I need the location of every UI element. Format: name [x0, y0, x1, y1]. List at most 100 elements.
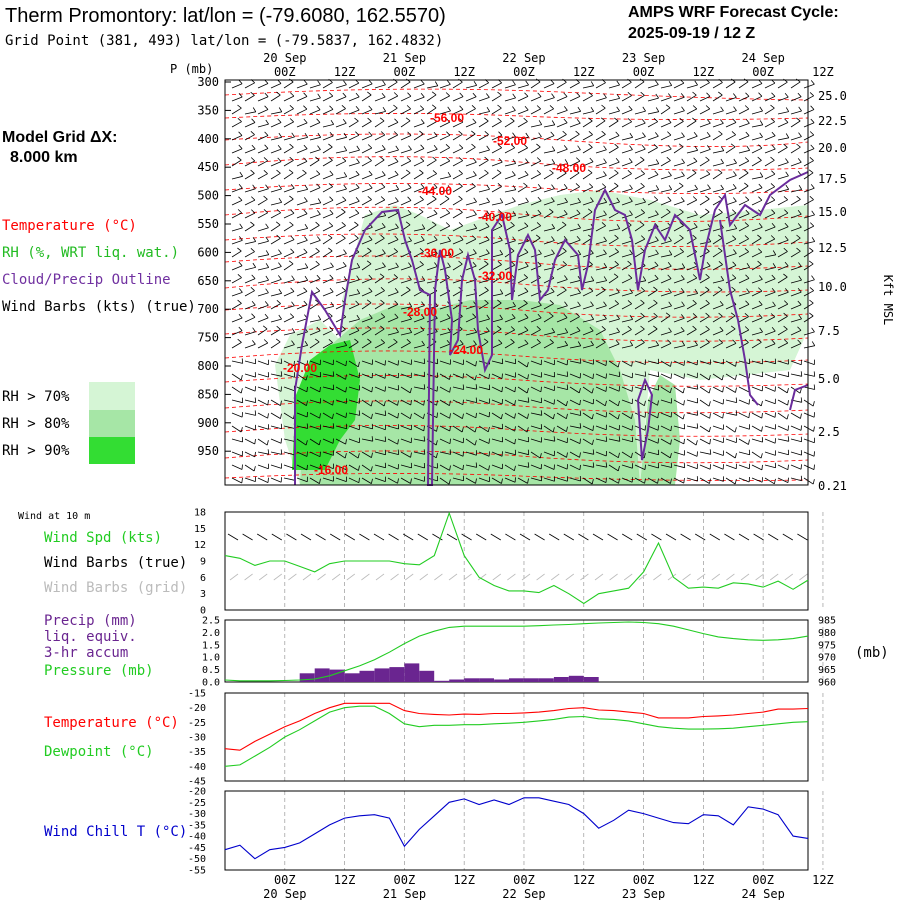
wind-barb-flag — [667, 274, 672, 279]
wind-barb-flag — [616, 314, 620, 320]
wind-barb-flag — [472, 92, 477, 98]
wind-barb-flag — [629, 341, 634, 346]
wind-barb-flag — [449, 374, 451, 380]
wind-barb-flag — [473, 197, 477, 203]
wind-barb-flag — [680, 288, 685, 293]
surface-barb-grid — [726, 573, 735, 581]
wind-barb-flag — [797, 288, 802, 293]
wind-barb-staff — [452, 263, 463, 271]
wind-barb-staff — [621, 201, 633, 206]
wind-barb-staff — [400, 477, 411, 484]
wind-barb-staff — [634, 186, 645, 193]
surface-barb — [636, 533, 648, 541]
wind-barb-flag — [692, 105, 698, 110]
wind-barb-staff — [764, 330, 776, 336]
wind-barb-flag — [395, 262, 399, 268]
wind-barb-staff — [543, 291, 555, 297]
wind-barb-staff — [465, 133, 476, 141]
wind-barb-staff — [621, 240, 633, 245]
wind-barb-flag — [406, 286, 411, 291]
wind-barb-flag — [267, 449, 270, 455]
wind-barb-staff — [452, 477, 464, 482]
wind-barb-flag — [341, 208, 346, 213]
wind-barb-flag — [784, 261, 789, 267]
wind-barb-flag — [383, 401, 386, 407]
wind-barb-staff — [712, 360, 724, 365]
wind-barb-flag — [289, 221, 294, 226]
wind-barb-staff — [244, 122, 256, 128]
wind-barb-staff — [608, 201, 620, 206]
wind-barb-staff — [335, 253, 347, 258]
wind-barb-staff — [621, 109, 633, 115]
wind-barb-staff — [374, 276, 385, 284]
height-label: 17.5 — [818, 172, 847, 186]
wind-barb-staff — [257, 438, 268, 446]
wind-barb-staff — [608, 303, 619, 310]
y-tick-label: 980 — [818, 628, 836, 639]
wind-barb-flag — [433, 209, 438, 214]
wind-barb-staff — [608, 251, 619, 258]
wind-barb-flag — [734, 453, 737, 459]
wind-barb-flag — [410, 413, 412, 419]
wind-barb-staff — [582, 186, 593, 193]
wind-barb-staff — [361, 360, 373, 365]
wind-barb-staff — [439, 451, 451, 455]
y-tick-label: -40 — [188, 832, 206, 843]
wind-barb-staff — [582, 425, 594, 431]
wind-barb-flag — [447, 236, 451, 242]
wind-barb-staff — [465, 214, 477, 219]
wind-barb-staff — [673, 399, 684, 406]
wind-barb-flag — [368, 170, 373, 176]
wind-barb-staff — [803, 250, 814, 258]
wind-barb-staff — [452, 451, 464, 457]
wind-barb-flag — [484, 299, 489, 304]
wind-barb-flag — [809, 247, 814, 252]
wind-barb-staff — [569, 82, 580, 89]
wind-barb-staff — [231, 250, 242, 258]
wind-barb-flag — [787, 464, 789, 470]
wind-barb-staff — [556, 279, 568, 284]
surface-barb — [446, 533, 458, 541]
wind-barb-staff — [348, 330, 360, 336]
wind-barb-flag — [421, 224, 426, 229]
wind-barb-staff — [686, 214, 698, 219]
wind-barb-flag — [564, 159, 569, 164]
wind-barb-staff — [595, 329, 606, 336]
wind-barb-flag — [589, 157, 594, 163]
wind-barb-flag — [304, 263, 309, 268]
wind-barb-flag — [237, 247, 242, 252]
wind-panel-title: Wind at 10 m — [18, 511, 90, 522]
wind-barb-staff — [686, 425, 698, 429]
y-tick-label: 6 — [200, 573, 206, 584]
wind-barb-staff — [257, 135, 269, 141]
wind-barb-staff — [803, 464, 815, 470]
wind-barb-staff — [712, 123, 724, 128]
wind-barb-flag — [800, 413, 802, 419]
wind-barb-flag — [267, 413, 269, 419]
wind-barb-flag — [705, 286, 710, 291]
wind-barb-staff — [660, 278, 672, 284]
wind-barb-flag — [252, 262, 257, 268]
wind-barb-flag — [579, 399, 581, 405]
surface-barb — [300, 533, 312, 541]
wind-barb-staff — [335, 265, 347, 271]
wind-barb-staff — [257, 317, 269, 323]
wind-barb-flag — [277, 275, 282, 280]
wind-barb-staff — [439, 277, 450, 284]
wind-barb-flag — [420, 157, 425, 162]
wind-barb-flag — [381, 92, 386, 98]
wind-barb-staff — [348, 341, 359, 349]
y-tick-label: 12 — [194, 540, 206, 551]
wind-barb-staff — [374, 302, 385, 310]
wind-barb-flag — [288, 169, 294, 174]
wind-barb-staff — [231, 265, 243, 271]
wind-barb-staff — [777, 199, 788, 206]
wind-barb-staff — [543, 108, 554, 115]
wind-barb-flag — [719, 300, 724, 306]
wind-barb-flag — [356, 262, 361, 268]
wind-barb-staff — [803, 386, 815, 390]
wind-barb-flag — [577, 145, 581, 151]
wind-barb-flag — [498, 209, 503, 214]
wind-barb-staff — [634, 342, 645, 349]
wind-barb-staff — [361, 83, 373, 89]
